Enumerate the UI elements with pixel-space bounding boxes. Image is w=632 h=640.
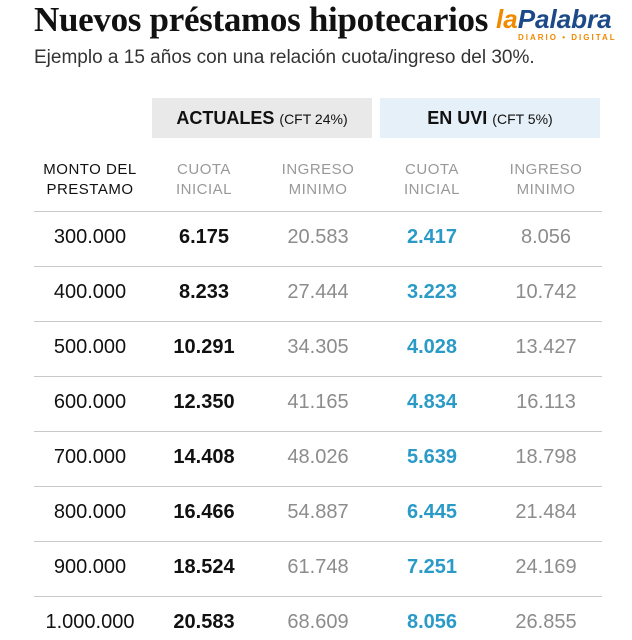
cell-cuota-uvi: 3.223 bbox=[406, 281, 458, 303]
cell-monto: 800.000 bbox=[53, 501, 127, 523]
row-divider bbox=[34, 321, 602, 322]
cell-ingreso-uvi: 21.484 bbox=[515, 501, 577, 523]
column-header-ingreso-uvi-line-2: MINIMO bbox=[516, 181, 576, 198]
cell-cuota-uvi: 6.445 bbox=[406, 501, 458, 523]
column-header-monto-line-2: PRESTAMO bbox=[46, 181, 134, 198]
cell-ingreso-uvi: 16.113 bbox=[516, 391, 576, 413]
group-note-uvi: (CFT 5%) bbox=[492, 111, 553, 127]
column-header-ingreso-actual-line-1: INGRESO bbox=[281, 161, 355, 178]
logo-part-2: Palabra bbox=[517, 4, 612, 34]
column-header-ingreso-actual-line-2: MINIMO bbox=[288, 181, 348, 198]
cell-cuota-uvi: 2.417 bbox=[406, 226, 458, 248]
column-header-cuota-actual-line-2: INICIAL bbox=[175, 181, 232, 198]
cell-cuota-actual: 20.583 bbox=[173, 611, 235, 633]
row-divider bbox=[34, 431, 602, 432]
group-header-actuales: ACTUALES (CFT 24%) bbox=[152, 98, 372, 138]
cell-monto: 300.000 bbox=[53, 226, 127, 248]
column-header-cuota-actual: CUOTA INICIAL bbox=[150, 160, 258, 200]
group-label-actuales: ACTUALES bbox=[176, 108, 275, 128]
cell-cuota-actual: 10.291 bbox=[173, 336, 235, 358]
row-divider bbox=[34, 376, 602, 377]
brand-logo: laPalabra DIARIO • DIGITAL bbox=[494, 4, 624, 48]
group-label-uvi: EN UVI bbox=[427, 108, 488, 128]
cell-ingreso-uvi: 13.427 bbox=[515, 336, 577, 358]
column-header-cuota-uvi-line-1: CUOTA bbox=[405, 161, 459, 178]
cell-cuota-actual: 16.466 bbox=[173, 501, 235, 523]
cell-cuota-actual: 8.233 bbox=[178, 281, 230, 303]
cell-ingreso-actual: 20.583 bbox=[287, 226, 349, 248]
page-subtitle: Ejemplo a 15 años con una relación cuota… bbox=[34, 47, 535, 68]
cell-cuota-uvi: 4.028 bbox=[406, 336, 458, 358]
column-header-cuota-uvi-line-2: INICIAL bbox=[403, 181, 460, 198]
cell-cuota-actual: 12.350 bbox=[173, 391, 235, 413]
row-divider bbox=[34, 266, 602, 267]
column-header-cuota-uvi: CUOTA INICIAL bbox=[378, 160, 486, 200]
logo-tagline: DIARIO • DIGITAL bbox=[518, 33, 617, 42]
row-divider bbox=[34, 541, 602, 542]
cell-ingreso-actual: 34.305 bbox=[287, 336, 349, 358]
column-header-cuota-actual-line-1: CUOTA bbox=[177, 161, 231, 178]
column-header-monto: MONTO DEL PRESTAMO bbox=[34, 160, 146, 200]
logo-wordmark: laPalabra bbox=[496, 4, 612, 35]
group-note-actuales: (CFT 24%) bbox=[279, 111, 348, 127]
cell-ingreso-uvi: 18.798 bbox=[515, 446, 577, 468]
cell-ingreso-actual: 41.165 bbox=[287, 391, 349, 413]
logo-part-1: la bbox=[496, 4, 518, 34]
cell-cuota-uvi: 4.834 bbox=[406, 391, 458, 413]
cell-ingreso-actual: 61.748 bbox=[287, 556, 349, 578]
cell-ingreso-uvi: 26.855 bbox=[515, 611, 577, 633]
cell-monto: 700.000 bbox=[53, 446, 127, 468]
cell-monto: 900.000 bbox=[53, 556, 127, 578]
cell-monto: 600.000 bbox=[53, 391, 127, 413]
cell-ingreso-actual: 27.444 bbox=[287, 281, 349, 303]
row-divider bbox=[34, 596, 602, 597]
column-header-ingreso-uvi: INGRESO MINIMO bbox=[490, 160, 602, 200]
cell-ingreso-uvi: 24.169 bbox=[515, 556, 577, 578]
page-title: Nuevos préstamos hipotecarios bbox=[34, 0, 489, 39]
cell-cuota-actual: 18.524 bbox=[173, 556, 235, 578]
cell-ingreso-uvi: 8.056 bbox=[520, 226, 572, 248]
cell-ingreso-actual: 48.026 bbox=[287, 446, 349, 468]
column-header-ingreso-actual: INGRESO MINIMO bbox=[262, 160, 374, 200]
cell-monto: 500.000 bbox=[53, 336, 127, 358]
cell-ingreso-uvi: 10.742 bbox=[515, 281, 577, 303]
cell-ingreso-actual: 54.887 bbox=[287, 501, 349, 523]
cell-ingreso-actual: 68.609 bbox=[287, 611, 349, 633]
group-header-uvi: EN UVI (CFT 5%) bbox=[380, 98, 600, 138]
cell-monto: 1.000.000 bbox=[45, 611, 135, 633]
cell-cuota-uvi: 8.056 bbox=[406, 611, 458, 633]
cell-cuota-actual: 14.408 bbox=[173, 446, 235, 468]
row-divider bbox=[34, 211, 602, 212]
cell-cuota-uvi: 5.639 bbox=[406, 446, 458, 468]
cell-monto: 400.000 bbox=[53, 281, 127, 303]
column-header-ingreso-uvi-line-1: INGRESO bbox=[509, 161, 583, 178]
cell-cuota-actual: 6.175 bbox=[178, 226, 230, 248]
cell-cuota-uvi: 7.251 bbox=[406, 556, 458, 578]
column-header-monto-line-1: MONTO DEL bbox=[43, 161, 137, 178]
row-divider bbox=[34, 486, 602, 487]
